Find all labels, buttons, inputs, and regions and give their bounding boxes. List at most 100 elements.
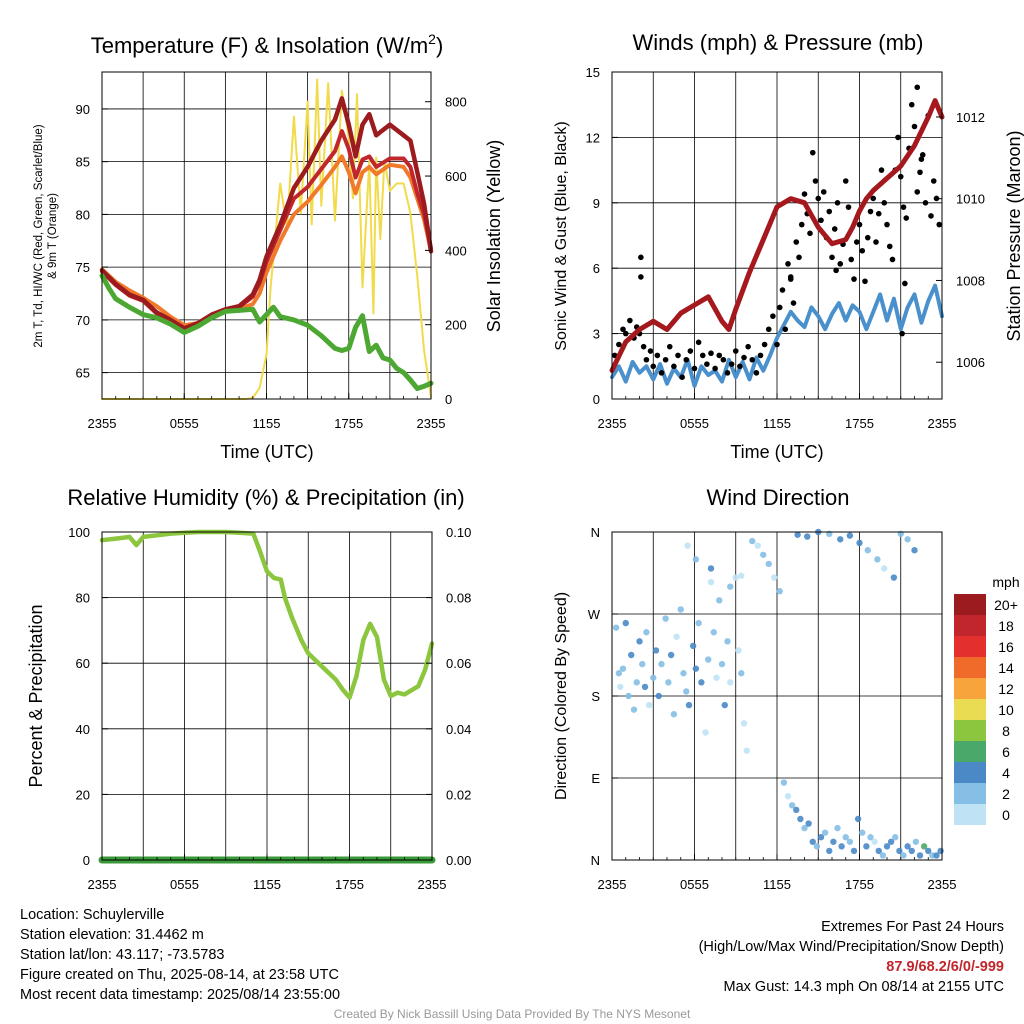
direction-point [937, 847, 944, 855]
extremes-desc: (High/Low/Max Wind/Precipitation/Snow De… [698, 939, 1004, 955]
gust-point [745, 343, 751, 350]
extremes-values: 87.9/68.2/6/0/-999 [886, 959, 1004, 975]
x-tick-label: 1755 [845, 877, 874, 892]
y-right-tick-label: 400 [445, 243, 467, 258]
pressure-ylabel: Station Pressure (Maroon) [1004, 130, 1024, 341]
direction-point [804, 533, 811, 540]
direction-point [793, 806, 800, 814]
y-tick-label: 90 [76, 102, 90, 117]
direction-point [801, 824, 808, 832]
direction-point [784, 793, 792, 800]
x-tick-label: 2355 [598, 416, 627, 431]
y-tick-label: W [588, 607, 601, 622]
legend-swatch [954, 657, 986, 678]
recent-timestamp: Most recent data timestamp: 2025/08/14 2… [20, 987, 341, 1003]
direction-point [710, 629, 717, 636]
gust-point [620, 326, 626, 333]
gust-point [886, 243, 893, 250]
legend-swatch [954, 741, 986, 762]
y-tick-label: 12 [586, 130, 600, 145]
direction-point [760, 551, 767, 558]
direction-point [842, 834, 849, 841]
gust-point [936, 221, 943, 228]
gust-point [820, 189, 827, 195]
y-tick-label: 15 [586, 65, 600, 80]
gust-point [826, 208, 833, 215]
insolation-line [101, 78, 432, 400]
gust-point [851, 276, 857, 282]
gust-point [616, 341, 622, 348]
gust-point [716, 352, 723, 359]
gust-point [812, 178, 819, 184]
y-right-tick-label: 0.02 [446, 787, 471, 802]
gust-point [807, 230, 813, 237]
direction-point [864, 547, 871, 554]
direction-point [740, 720, 748, 727]
direction-point [821, 829, 829, 836]
direction-point [738, 572, 745, 579]
gust-point [930, 178, 937, 184]
y-tick-label: 80 [76, 207, 90, 222]
x-tick-label: 1155 [763, 877, 791, 892]
legend-label: 6 [1002, 744, 1010, 760]
direction-point [887, 838, 895, 845]
y-right-tick-label: 0.08 [446, 591, 471, 606]
gust-point [864, 234, 871, 241]
gust-point [741, 354, 747, 361]
direction-point [683, 688, 690, 695]
y-tick-label: 70 [76, 313, 90, 328]
pressure-line [609, 98, 945, 373]
direction-point [630, 706, 638, 713]
gust-point [654, 352, 661, 359]
x-tick-label: 1755 [334, 416, 363, 431]
insolation-ylabel: Solar Insolation (Yellow) [484, 140, 504, 332]
direction-point [689, 642, 697, 650]
gust-point [911, 123, 918, 130]
direction-point [771, 574, 778, 581]
gust-point [918, 156, 925, 162]
direction-point [667, 651, 675, 659]
direction-point [826, 847, 833, 855]
legend-label: 4 [1002, 765, 1010, 781]
direction-point [881, 565, 888, 572]
gust-point [856, 221, 863, 228]
gust-point [757, 352, 764, 359]
direction-point [650, 674, 657, 681]
temperature-9m-line [100, 154, 433, 328]
direction-point [707, 565, 715, 572]
gust-point [897, 173, 904, 180]
x-tick-label: 1155 [763, 416, 791, 431]
y-tick-label: E [591, 771, 600, 786]
y-tick-label: 75 [76, 260, 90, 275]
direction-point [920, 843, 928, 850]
x-tick-label: 2355 [418, 877, 447, 892]
direction-point [639, 660, 646, 668]
y-right-tick-label: 0.10 [446, 525, 471, 540]
direction-point [670, 711, 678, 718]
legend-label: 18 [998, 618, 1014, 634]
direction-point [641, 683, 649, 691]
y-right-tick-label: 0.06 [446, 656, 471, 671]
station-info: Location: Schuylerville Station elevatio… [20, 905, 340, 1005]
temperature-ylabel-line1: 2m T, Td, HI/WC (Red, Green, Scarlet/Blu… [33, 124, 45, 347]
direction-point [622, 619, 629, 627]
direction-point [732, 574, 739, 581]
direction-point [727, 583, 734, 590]
direction-point [883, 843, 891, 850]
gust-point [666, 343, 673, 350]
direction-point [643, 629, 650, 636]
legend-swatch [954, 636, 986, 657]
gust-point [720, 356, 727, 363]
gust-point [679, 374, 685, 381]
station-location: Location: Schuylerville [20, 907, 165, 923]
gust-point [848, 256, 855, 263]
gust-point [785, 261, 791, 267]
gust-point [798, 221, 805, 228]
direction-point [628, 651, 635, 659]
direction-point [655, 692, 662, 700]
gust-point [708, 350, 714, 357]
y-right-tick-label: 800 [445, 95, 467, 110]
figure-created: Figure created on Thu, 2025-08-14, at 23… [20, 967, 339, 983]
gust-point [842, 178, 849, 184]
gust-point [867, 208, 874, 215]
